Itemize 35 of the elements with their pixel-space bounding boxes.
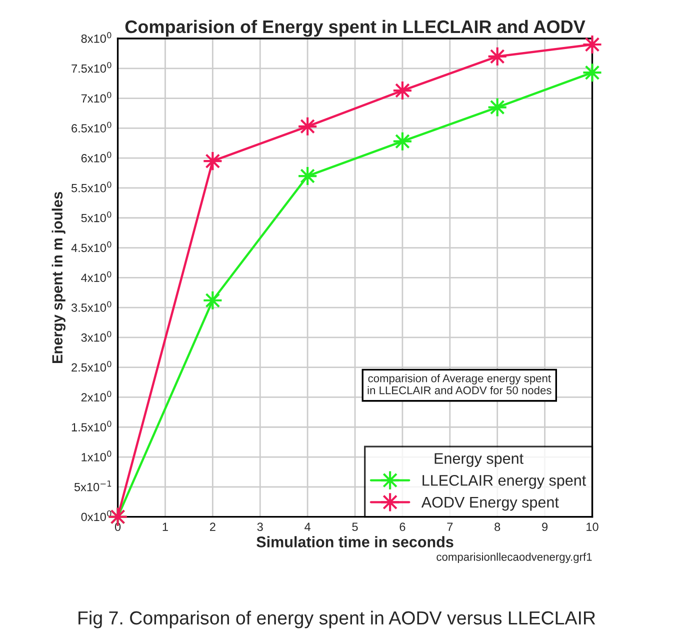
y-tick-label: 3x10$^{0}$ — [81, 330, 112, 342]
y-tick-label: 2.5x10$^{0}$ — [72, 360, 112, 372]
y-tick-label: 5x10$^{0}$ — [81, 211, 112, 222]
text: comparisionllecaodvenergy.grf1 — [436, 552, 592, 564]
y-axis-title: Energy spent in m joules — [52, 192, 66, 363]
x-tick-label: 4 — [304, 522, 310, 531]
y-tick-label: 5x10$^{−1}$ — [74, 480, 112, 492]
x-tick-label: 9 — [542, 522, 548, 532]
legend-label: LLECLAIR energy spent — [422, 474, 586, 489]
y-tick-label: 6.5x10$^{0}$ — [72, 122, 112, 133]
y-tick-label: 5.5x10$^{0}$ — [71, 182, 112, 192]
y-tick-label: 2x10$^{0}$ — [81, 390, 112, 402]
x-axis-title: Simulation time in seconds — [256, 536, 454, 548]
x-tick-label: 2 — [210, 522, 216, 531]
chart-title: Comparision of Energy spent in LLECLAIR and AODV — [125, 20, 586, 37]
caption: Fig 7. Comparison of energy spent in AODV versus LLECLAIR — [78, 610, 596, 628]
x-tick-label: 10 — [586, 522, 598, 532]
x-tick-label: 5 — [352, 522, 358, 532]
x-tick-label: 8 — [494, 522, 500, 532]
y-tick-label: 4x10$^{0}$ — [81, 271, 112, 282]
x-tick-label: 7 — [447, 522, 453, 531]
y-tick-label: 1.5x10$^{0}$ — [72, 420, 112, 432]
y-tick-label: 4.5x10$^{0}$ — [71, 241, 112, 252]
x-tick-label: 6 — [400, 522, 406, 532]
x-tick-label: 1 — [162, 522, 168, 531]
x-tick-label: 3 — [257, 522, 263, 532]
y-tick-label: 7.5x10$^{0}$ — [72, 62, 112, 73]
y-tick-label: 7x10$^{0}$ — [81, 92, 112, 103]
y-tick-label: 3.5x10$^{0}$ — [71, 301, 112, 312]
legend-title: Energy spent — [434, 453, 524, 467]
y-tick-label: 8x10$^{0}$ — [81, 32, 112, 43]
annotation: comparision of Average energy spent in LLECLAIR and AODV for 50 nodes — [368, 374, 552, 394]
legend-label: AODV Energy spent — [421, 496, 559, 511]
y-tick-label: 1x10$^{0}$ — [82, 450, 112, 462]
y-tick-label: 6x10$^{0}$ — [81, 152, 112, 162]
